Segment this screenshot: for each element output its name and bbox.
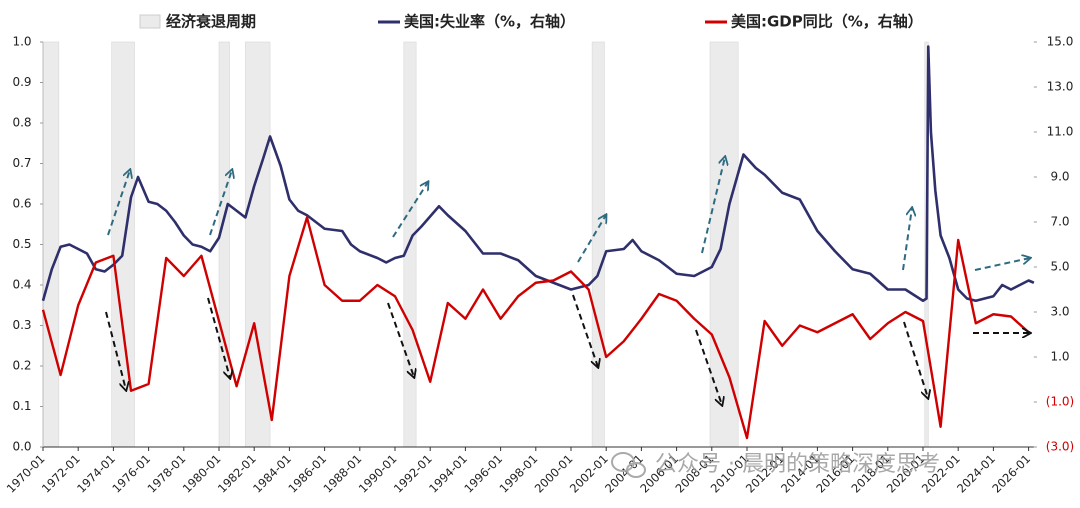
y-tick-label: 0.2 xyxy=(12,359,31,373)
trend-arrow xyxy=(209,170,232,236)
legend-label: 美国:失业率（%，右轴） xyxy=(404,13,575,31)
trend-arrow xyxy=(107,170,130,236)
y2-tick-label: (3.0) xyxy=(1046,440,1074,454)
trend-arrow xyxy=(902,208,912,271)
recession-band xyxy=(42,41,60,448)
recession-band xyxy=(709,41,739,448)
recession-band xyxy=(591,41,605,448)
y-tick-label: 0.0 xyxy=(12,440,31,454)
series-line xyxy=(41,45,1035,303)
trend-arrow xyxy=(392,182,428,238)
y2-tick-label: 1.0 xyxy=(1050,350,1069,364)
y2-tick-label: 13.0 xyxy=(1047,80,1074,94)
x-tick-label: 2026-01 xyxy=(989,452,1033,496)
y2-tick-label: (1.0) xyxy=(1046,395,1074,409)
watermark-icon xyxy=(626,462,646,478)
trend-arrow xyxy=(572,294,598,367)
recession-band xyxy=(218,41,230,448)
trend-arrow xyxy=(207,297,230,378)
trend-arrow xyxy=(974,258,1030,271)
y-tick-label: 0.8 xyxy=(12,116,31,130)
trend-arrow xyxy=(387,302,414,377)
y2-tick-label: 7.0 xyxy=(1050,215,1069,229)
trend-arrow xyxy=(695,329,722,405)
y2-tick-label: 11.0 xyxy=(1047,125,1074,139)
legend-label: 经济衰退周期 xyxy=(166,13,256,31)
watermark: 公众号 · 晨明的策略深度思考 xyxy=(655,452,940,477)
y-tick-label: 0.3 xyxy=(12,318,31,332)
watermark-icon xyxy=(611,452,635,472)
y-tick-label: 0.7 xyxy=(12,156,31,170)
trend-arrow xyxy=(105,311,126,390)
trend-arrow xyxy=(577,215,606,263)
recession-band xyxy=(245,41,271,448)
y-tick-label: 0.1 xyxy=(12,399,31,413)
y-tick-label: 1.0 xyxy=(12,35,31,49)
y2-tick-label: 5.0 xyxy=(1050,260,1069,274)
y-tick-label: 0.4 xyxy=(12,278,31,292)
recession-layer xyxy=(42,41,929,448)
y-tick-label: 0.5 xyxy=(12,237,31,251)
trend-arrow xyxy=(701,157,725,254)
y-tick-label: 0.6 xyxy=(12,197,31,211)
legend-swatch xyxy=(139,14,161,29)
series-line xyxy=(41,216,1030,440)
line-layer xyxy=(41,45,1035,440)
legend-label: 美国:GDP同比（%，右轴） xyxy=(731,13,923,31)
legend: 经济衰退周期 美国:失业率（%，右轴） 美国:GDP同比（%，右轴） xyxy=(139,13,923,31)
y2-tick-label: 3.0 xyxy=(1050,305,1069,319)
y-tick-label: 0.9 xyxy=(12,75,31,89)
y2-tick-label: 15.0 xyxy=(1047,35,1074,49)
annotation-layer: 公众号 · 晨明的策略深度思考 xyxy=(105,157,1030,478)
y2-tick-label: 9.0 xyxy=(1050,170,1069,184)
trend-arrow xyxy=(903,321,928,398)
